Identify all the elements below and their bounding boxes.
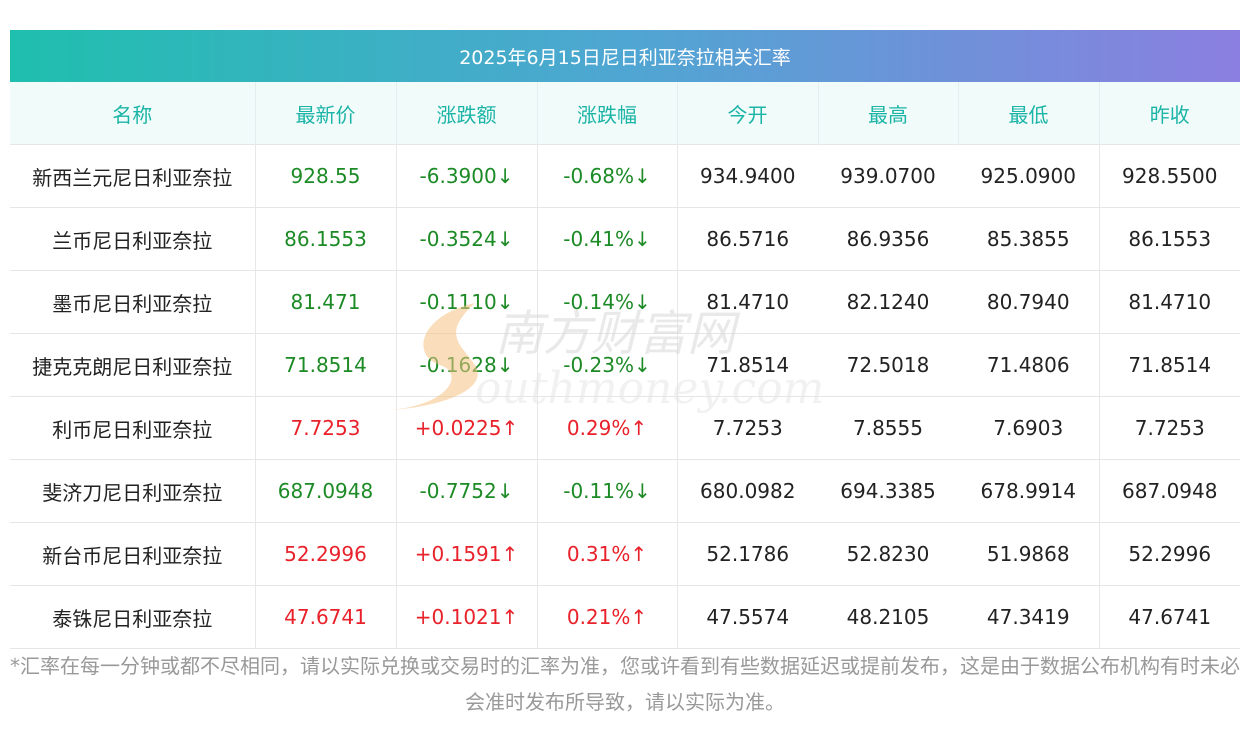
disclaimer-footnote: *汇率在每一分钟或都不尽相同，请以实际兑换或交易时的汇率为准，您或许看到有些数据…	[10, 654, 1240, 714]
table-row: 捷克克朗尼日利亚奈拉 71.8514 -0.1628↓ -0.23%↓ 71.8514 7…	[10, 333, 1240, 397]
cell-prev-close: 71.8514	[1099, 333, 1240, 397]
cell-change-pct: -0.68%↓	[537, 144, 678, 208]
cell-high: 939.0700	[818, 144, 958, 208]
cell-change: +0.1591↑	[396, 522, 538, 586]
table-row: 泰铢尼日利亚奈拉 47.6741 +0.1021↑ 0.21%↑ 47.5574 48.2…	[10, 585, 1240, 649]
cell-open: 52.1786	[677, 522, 818, 586]
cell-open: 680.0982	[677, 459, 818, 523]
table-row: 兰币尼日利亚奈拉 86.1553 -0.3524↓ -0.41%↓ 86.5716 86.…	[10, 207, 1240, 271]
column-header-name: 名称	[10, 82, 256, 145]
cell-change-pct: -0.41%↓	[537, 207, 678, 271]
table-row: 新台币尼日利亚奈拉 52.2996 +0.1591↑ 0.31%↑ 52.1786 52.…	[10, 522, 1240, 586]
cell-high: 72.5018	[818, 333, 958, 397]
cell-high: 82.1240	[818, 270, 958, 334]
table-row: 墨币尼日利亚奈拉 81.471 -0.1110↓ -0.14%↓ 81.4710 82.1…	[10, 270, 1240, 334]
table-row: 新西兰元尼日利亚奈拉 928.55 -6.3900↓ -0.68%↓ 934.9400 9…	[10, 144, 1240, 208]
cell-low: 80.7940	[958, 270, 1100, 334]
cell-low: 71.4806	[958, 333, 1100, 397]
cell-low: 678.9914	[958, 459, 1100, 523]
cell-name: 利币尼日利亚奈拉	[10, 396, 256, 460]
cell-open: 7.7253	[677, 396, 818, 460]
cell-change: -0.1110↓	[396, 270, 538, 334]
column-header-open: 今开	[677, 82, 819, 145]
cell-change: -6.3900↓	[396, 144, 538, 208]
cell-open: 71.8514	[677, 333, 818, 397]
cell-change-pct: -0.23%↓	[537, 333, 678, 397]
cell-change: -0.1628↓	[396, 333, 538, 397]
cell-low: 51.9868	[958, 522, 1100, 586]
cell-latest: 47.6741	[255, 585, 397, 649]
cell-name: 新西兰元尼日利亚奈拉	[10, 144, 256, 208]
cell-name: 新台币尼日利亚奈拉	[10, 522, 256, 586]
cell-name: 斐济刀尼日利亚奈拉	[10, 459, 256, 523]
cell-low: 47.3419	[958, 585, 1100, 649]
column-header-latest: 最新价	[255, 82, 397, 145]
cell-low: 925.0900	[958, 144, 1100, 208]
table-row: 利币尼日利亚奈拉 7.7253 +0.0225↑ 0.29%↑ 7.7253 7.8555…	[10, 396, 1240, 460]
cell-latest: 52.2996	[255, 522, 397, 586]
cell-open: 81.4710	[677, 270, 818, 334]
cell-latest: 86.1553	[255, 207, 397, 271]
cell-prev-close: 47.6741	[1099, 585, 1240, 649]
cell-latest: 928.55	[255, 144, 397, 208]
table-header-row: 名称 最新价 涨跌额 涨跌幅 今开 最高 最低 昨收	[10, 82, 1240, 145]
cell-change: +0.0225↑	[396, 396, 538, 460]
cell-latest: 687.0948	[255, 459, 397, 523]
cell-change-pct: -0.11%↓	[537, 459, 678, 523]
cell-latest: 81.471	[255, 270, 397, 334]
cell-change-pct: 0.29%↑	[537, 396, 678, 460]
cell-open: 47.5574	[677, 585, 818, 649]
cell-high: 52.8230	[818, 522, 958, 586]
cell-change: -0.3524↓	[396, 207, 538, 271]
column-header-high: 最高	[818, 82, 959, 145]
column-header-change: 涨跌额	[396, 82, 538, 145]
cell-high: 48.2105	[818, 585, 958, 649]
exchange-rate-table: 名称 最新价 涨跌额 涨跌幅 今开 最高 最低 昨收 新西兰元尼日利亚奈拉 928…	[10, 82, 1240, 649]
cell-prev-close: 86.1553	[1099, 207, 1240, 271]
cell-prev-close: 687.0948	[1099, 459, 1240, 523]
cell-name: 捷克克朗尼日利亚奈拉	[10, 333, 256, 397]
column-header-low: 最低	[958, 82, 1100, 145]
table-row: 斐济刀尼日利亚奈拉 687.0948 -0.7752↓ -0.11%↓ 680.0982…	[10, 459, 1240, 523]
column-header-prev-close: 昨收	[1099, 82, 1240, 145]
table-title: 2025年6月15日尼日利亚奈拉相关汇率	[10, 30, 1240, 82]
cell-high: 86.9356	[818, 207, 958, 271]
cell-open: 86.5716	[677, 207, 818, 271]
cell-change: -0.7752↓	[396, 459, 538, 523]
cell-low: 85.3855	[958, 207, 1100, 271]
cell-prev-close: 928.5500	[1099, 144, 1240, 208]
cell-prev-close: 52.2996	[1099, 522, 1240, 586]
cell-change: +0.1021↑	[396, 585, 538, 649]
cell-high: 694.3385	[818, 459, 958, 523]
cell-change-pct: 0.21%↑	[537, 585, 678, 649]
cell-high: 7.8555	[818, 396, 958, 460]
cell-name: 泰铢尼日利亚奈拉	[10, 585, 256, 649]
column-header-change-pct: 涨跌幅	[537, 82, 678, 145]
cell-low: 7.6903	[958, 396, 1100, 460]
cell-change-pct: -0.14%↓	[537, 270, 678, 334]
cell-name: 兰币尼日利亚奈拉	[10, 207, 256, 271]
cell-change-pct: 0.31%↑	[537, 522, 678, 586]
cell-latest: 7.7253	[255, 396, 397, 460]
cell-prev-close: 7.7253	[1099, 396, 1240, 460]
cell-latest: 71.8514	[255, 333, 397, 397]
cell-open: 934.9400	[677, 144, 818, 208]
cell-prev-close: 81.4710	[1099, 270, 1240, 334]
cell-name: 墨币尼日利亚奈拉	[10, 270, 256, 334]
